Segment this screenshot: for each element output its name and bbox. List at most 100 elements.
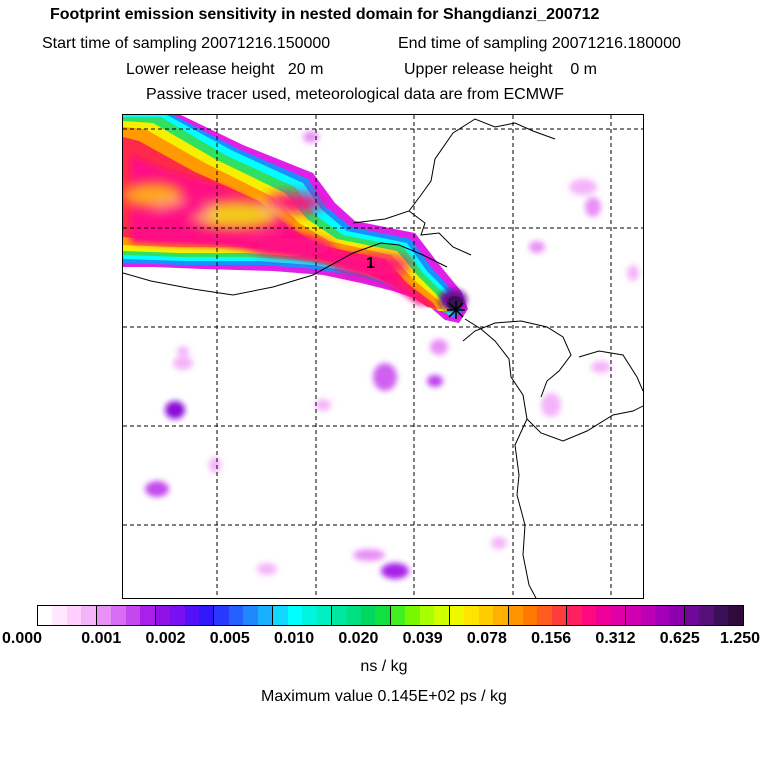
- colorbar-swatch: [655, 606, 670, 625]
- colorbar-swatch: [375, 606, 390, 625]
- coastlines: [123, 118, 643, 598]
- colorbar-swatch: [360, 606, 376, 625]
- scattered-patches: [145, 131, 639, 579]
- colorbar-swatch: [287, 606, 303, 625]
- colorbar-tick-label: 0.010: [274, 630, 315, 647]
- colorbar-swatch: [154, 606, 171, 625]
- colorbar-tick-label: 0.005: [209, 630, 250, 647]
- colorbar-swatch: [405, 606, 420, 625]
- colorbar-ticks: 0.000 0.001 0.002 0.005 0.010 0.020 0.039 0.078…: [0, 630, 768, 650]
- colorbar-swatch: [537, 606, 552, 625]
- colorbar-swatch: [581, 606, 597, 625]
- plume-pink-blob: [253, 238, 333, 256]
- patch: [303, 131, 319, 143]
- tracer-info-label: Passive tracer used, meteorological data…: [146, 86, 564, 103]
- colorbar-swatch: [38, 606, 53, 625]
- colorbar-swatch: [316, 606, 332, 625]
- patch: [627, 265, 639, 281]
- colorbar-swatch: [551, 606, 567, 625]
- patch: [430, 339, 448, 355]
- colorbar-swatch: [257, 606, 273, 625]
- colorbar-swatch: [66, 606, 82, 625]
- colorbar-swatch: [52, 606, 67, 625]
- colorbar-swatch: [683, 606, 700, 625]
- patch: [173, 356, 193, 370]
- colorbar-tick-label: 0.078: [466, 630, 507, 647]
- colorbar-swatch: [95, 606, 112, 625]
- patch: [569, 179, 597, 195]
- patch: [165, 401, 185, 419]
- colorbar: [37, 605, 744, 626]
- colorbar-swatch: [507, 606, 523, 625]
- colorbar-tick-label: 1.250: [719, 630, 761, 647]
- patch: [373, 363, 397, 391]
- patch: [257, 563, 277, 575]
- upper-release-label: Upper release height 0 m: [404, 61, 597, 78]
- colorbar-swatch: [346, 606, 361, 625]
- colorbar-swatch: [728, 606, 743, 625]
- patch: [427, 375, 443, 387]
- colorbar-swatch: [125, 606, 141, 625]
- colorbar-tick-label: 0.002: [145, 630, 186, 647]
- colorbar-tick-label: 0.000: [1, 630, 43, 647]
- colorbar-swatch: [198, 606, 214, 625]
- colorbar-swatch: [669, 606, 684, 625]
- colorbar-tick-label: 0.625: [659, 630, 700, 647]
- colorbar-unit: ns / kg: [360, 658, 408, 675]
- colorbar-tick-label: 0.039: [402, 630, 443, 647]
- colorbar-swatch: [243, 606, 258, 625]
- patch: [541, 393, 561, 417]
- colorbar-swatch: [448, 606, 465, 625]
- footprint-map: 1: [122, 114, 644, 599]
- plume-yellow-blob: [123, 183, 183, 207]
- colorbar-swatch: [493, 606, 508, 625]
- colorbar-swatch: [625, 606, 641, 625]
- map-grid: [123, 115, 643, 598]
- start-time-label: Start time of sampling 20071216.150000: [42, 35, 331, 52]
- colorbar-swatch: [184, 606, 199, 625]
- colorbar-swatch: [331, 606, 347, 625]
- colorbar-swatch: [419, 606, 435, 625]
- colorbar-swatch: [699, 606, 714, 625]
- plume-pink-blob: [155, 202, 211, 220]
- colorbar-tick-label: 0.156: [531, 630, 572, 647]
- colorbar-swatch: [596, 606, 611, 625]
- colorbar-swatch: [434, 606, 449, 625]
- colorbar-swatch: [713, 606, 729, 625]
- patch: [209, 457, 221, 473]
- patch: [585, 197, 601, 217]
- patch: [145, 481, 169, 497]
- colorbar-swatch: [140, 606, 155, 625]
- receptor-marker: [447, 301, 465, 319]
- patch: [591, 361, 611, 373]
- patch: [177, 346, 189, 356]
- colorbar-swatch: [478, 606, 494, 625]
- colorbar-swatch: [522, 606, 538, 625]
- receptor-label: 1: [366, 255, 375, 272]
- colorbar-swatch: [464, 606, 479, 625]
- colorbar-swatch: [302, 606, 317, 625]
- patch: [529, 241, 545, 253]
- colorbar-tick-label: 0.020: [338, 630, 379, 647]
- lower-release-label: Lower release height 20 m: [126, 61, 324, 78]
- maximum-value-label: Maximum value 0.145E+02 ps / kg: [261, 688, 507, 705]
- colorbar-swatch: [228, 606, 244, 625]
- footprint-plume: [123, 115, 468, 323]
- colorbar-swatch: [272, 606, 288, 625]
- colorbar-swatch: [389, 606, 406, 625]
- patch: [381, 563, 409, 579]
- chart-title: Footprint emission sensitivity in nested…: [50, 6, 600, 23]
- patch: [353, 549, 385, 561]
- colorbar-tick-label: 0.312: [595, 630, 636, 647]
- plume-yellow-blob: [191, 201, 279, 229]
- patch: [491, 537, 507, 549]
- colorbar-swatch: [81, 606, 96, 625]
- colorbar-swatch: [213, 606, 229, 625]
- end-time-label: End time of sampling 20071216.180000: [398, 35, 681, 52]
- colorbar-tick-label: 0.001: [81, 630, 122, 647]
- patch: [315, 399, 331, 411]
- plume-pink-blob: [263, 193, 323, 213]
- colorbar-swatch: [640, 606, 656, 625]
- colorbar-swatch: [566, 606, 582, 625]
- plume-pink-blob: [335, 255, 411, 275]
